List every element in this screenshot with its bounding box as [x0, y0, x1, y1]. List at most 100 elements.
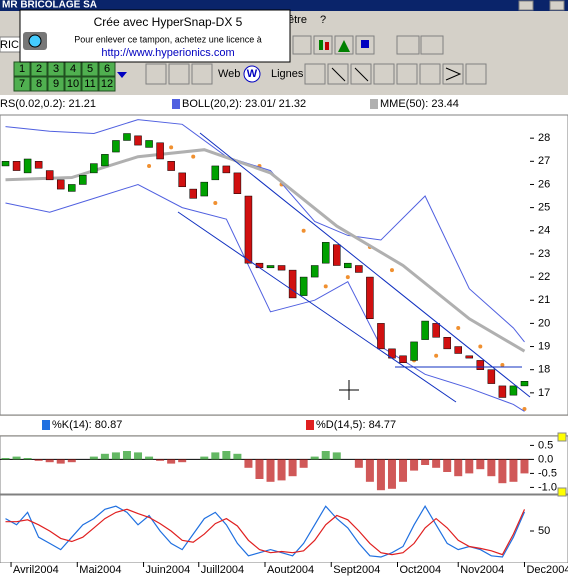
histogram-bar [1, 458, 10, 460]
histogram-bar [376, 459, 385, 491]
candle [288, 269, 297, 299]
cursor [339, 380, 359, 400]
web-icon[interactable] [243, 65, 261, 83]
bollinger-lower [5, 183, 525, 412]
price-pane [0, 114, 568, 416]
histogram-bar [299, 459, 308, 468]
sar-dot [478, 344, 483, 349]
legend-label: %K(14): 80.87 [52, 419, 122, 431]
histogram-bar [443, 459, 452, 472]
x-tick-label: Sept2004 [333, 564, 380, 576]
menu-item[interactable]: être [288, 14, 307, 26]
pane-handle[interactable] [557, 487, 567, 497]
histogram-bar [134, 452, 143, 460]
sar-dot [345, 275, 350, 280]
watermark-line: Pour enlever ce tampon, achetez une lice… [74, 34, 262, 44]
candle [443, 337, 451, 350]
candle [167, 161, 175, 171]
y-tick-label: 26 [538, 178, 550, 190]
legend-label: MME(50): 23.44 [380, 98, 459, 110]
lines-label[interactable]: Lignes [271, 68, 304, 80]
number-button[interactable] [98, 76, 116, 92]
candle [222, 165, 231, 174]
candle [454, 346, 462, 354]
histogram-bar [332, 452, 341, 460]
number-button[interactable] [64, 76, 82, 92]
candle [399, 355, 407, 363]
number-button[interactable] [47, 76, 65, 92]
candle [23, 158, 32, 174]
histogram-bar [23, 458, 32, 460]
number-label: 7 [19, 78, 25, 90]
number-label: 8 [36, 78, 42, 90]
web-label[interactable]: Web [218, 68, 240, 80]
y-tick-label: 20 [538, 317, 550, 329]
pane-handle[interactable] [557, 432, 567, 442]
candle [200, 181, 209, 197]
trend-line [199, 132, 531, 398]
histogram-bar [145, 456, 154, 460]
number-label: 3 [53, 63, 59, 75]
x-tick-label: Mai2004 [79, 564, 121, 576]
toolbar-icons [117, 35, 487, 85]
number-label: 10 [67, 78, 79, 90]
legend-label: %D(14,5): 84.77 [316, 419, 396, 431]
sar-dot [169, 145, 174, 150]
histogram-bar [34, 459, 43, 461]
number-button[interactable] [81, 76, 99, 92]
histogram-bar [156, 459, 165, 461]
candle [509, 385, 518, 396]
y-tick-label: -1.0 [538, 481, 557, 493]
candle [79, 174, 87, 185]
histogram-bar [277, 459, 286, 481]
histogram-bar [266, 459, 275, 482]
plot-area: 17 18 19 20 21 22 23 24 25 26 27 28 RS(0.02,0.2): 21… [0, 98, 568, 576]
histogram-bar [167, 459, 176, 464]
histogram-bar [487, 459, 496, 477]
legend-swatch [306, 420, 314, 430]
histogram-bar [222, 451, 231, 460]
number-label: 9 [53, 78, 59, 90]
number-label: 11 [84, 78, 95, 90]
legend-swatch [370, 99, 378, 109]
bollinger-upper [5, 119, 525, 343]
number-button[interactable] [13, 76, 31, 92]
histogram-bar [454, 459, 463, 477]
candle [321, 242, 330, 264]
y-tick-label: 17 [538, 387, 550, 399]
close-button[interactable] [549, 0, 565, 11]
histogram-bar [67, 459, 76, 463]
number-label: 5 [87, 63, 93, 75]
histogram-bar [432, 459, 441, 468]
watermark-link[interactable]: http://www.hyperionics.com [101, 47, 234, 59]
histogram-bar [233, 453, 242, 460]
candle [189, 188, 197, 199]
y-tick-label: 21 [538, 294, 550, 306]
menu-item[interactable]: ? [320, 14, 326, 26]
histogram-bar [255, 459, 264, 479]
candle [156, 142, 164, 160]
y-tick-label: 0.5 [538, 439, 553, 451]
legend-swatch [172, 99, 180, 109]
candle [465, 355, 474, 359]
number-label: 12 [101, 78, 113, 90]
histogram-bar [111, 452, 120, 460]
minimize-button[interactable] [518, 0, 534, 11]
candle [520, 381, 529, 387]
candle [432, 323, 440, 338]
number-label: 4 [70, 63, 76, 75]
y-tick-label: -0.5 [538, 467, 557, 479]
candle [366, 276, 374, 320]
histogram-bar [122, 451, 131, 460]
candle [56, 179, 65, 190]
window-title: MR BRICOLAGE SA [2, 0, 97, 11]
oscillator-line [5, 508, 526, 556]
title-bar [0, 0, 568, 11]
candle [134, 135, 142, 146]
histogram-bar [520, 459, 529, 474]
candle [421, 320, 429, 340]
histogram-bar [399, 459, 408, 482]
number-button[interactable] [30, 76, 48, 92]
candle [178, 172, 186, 188]
